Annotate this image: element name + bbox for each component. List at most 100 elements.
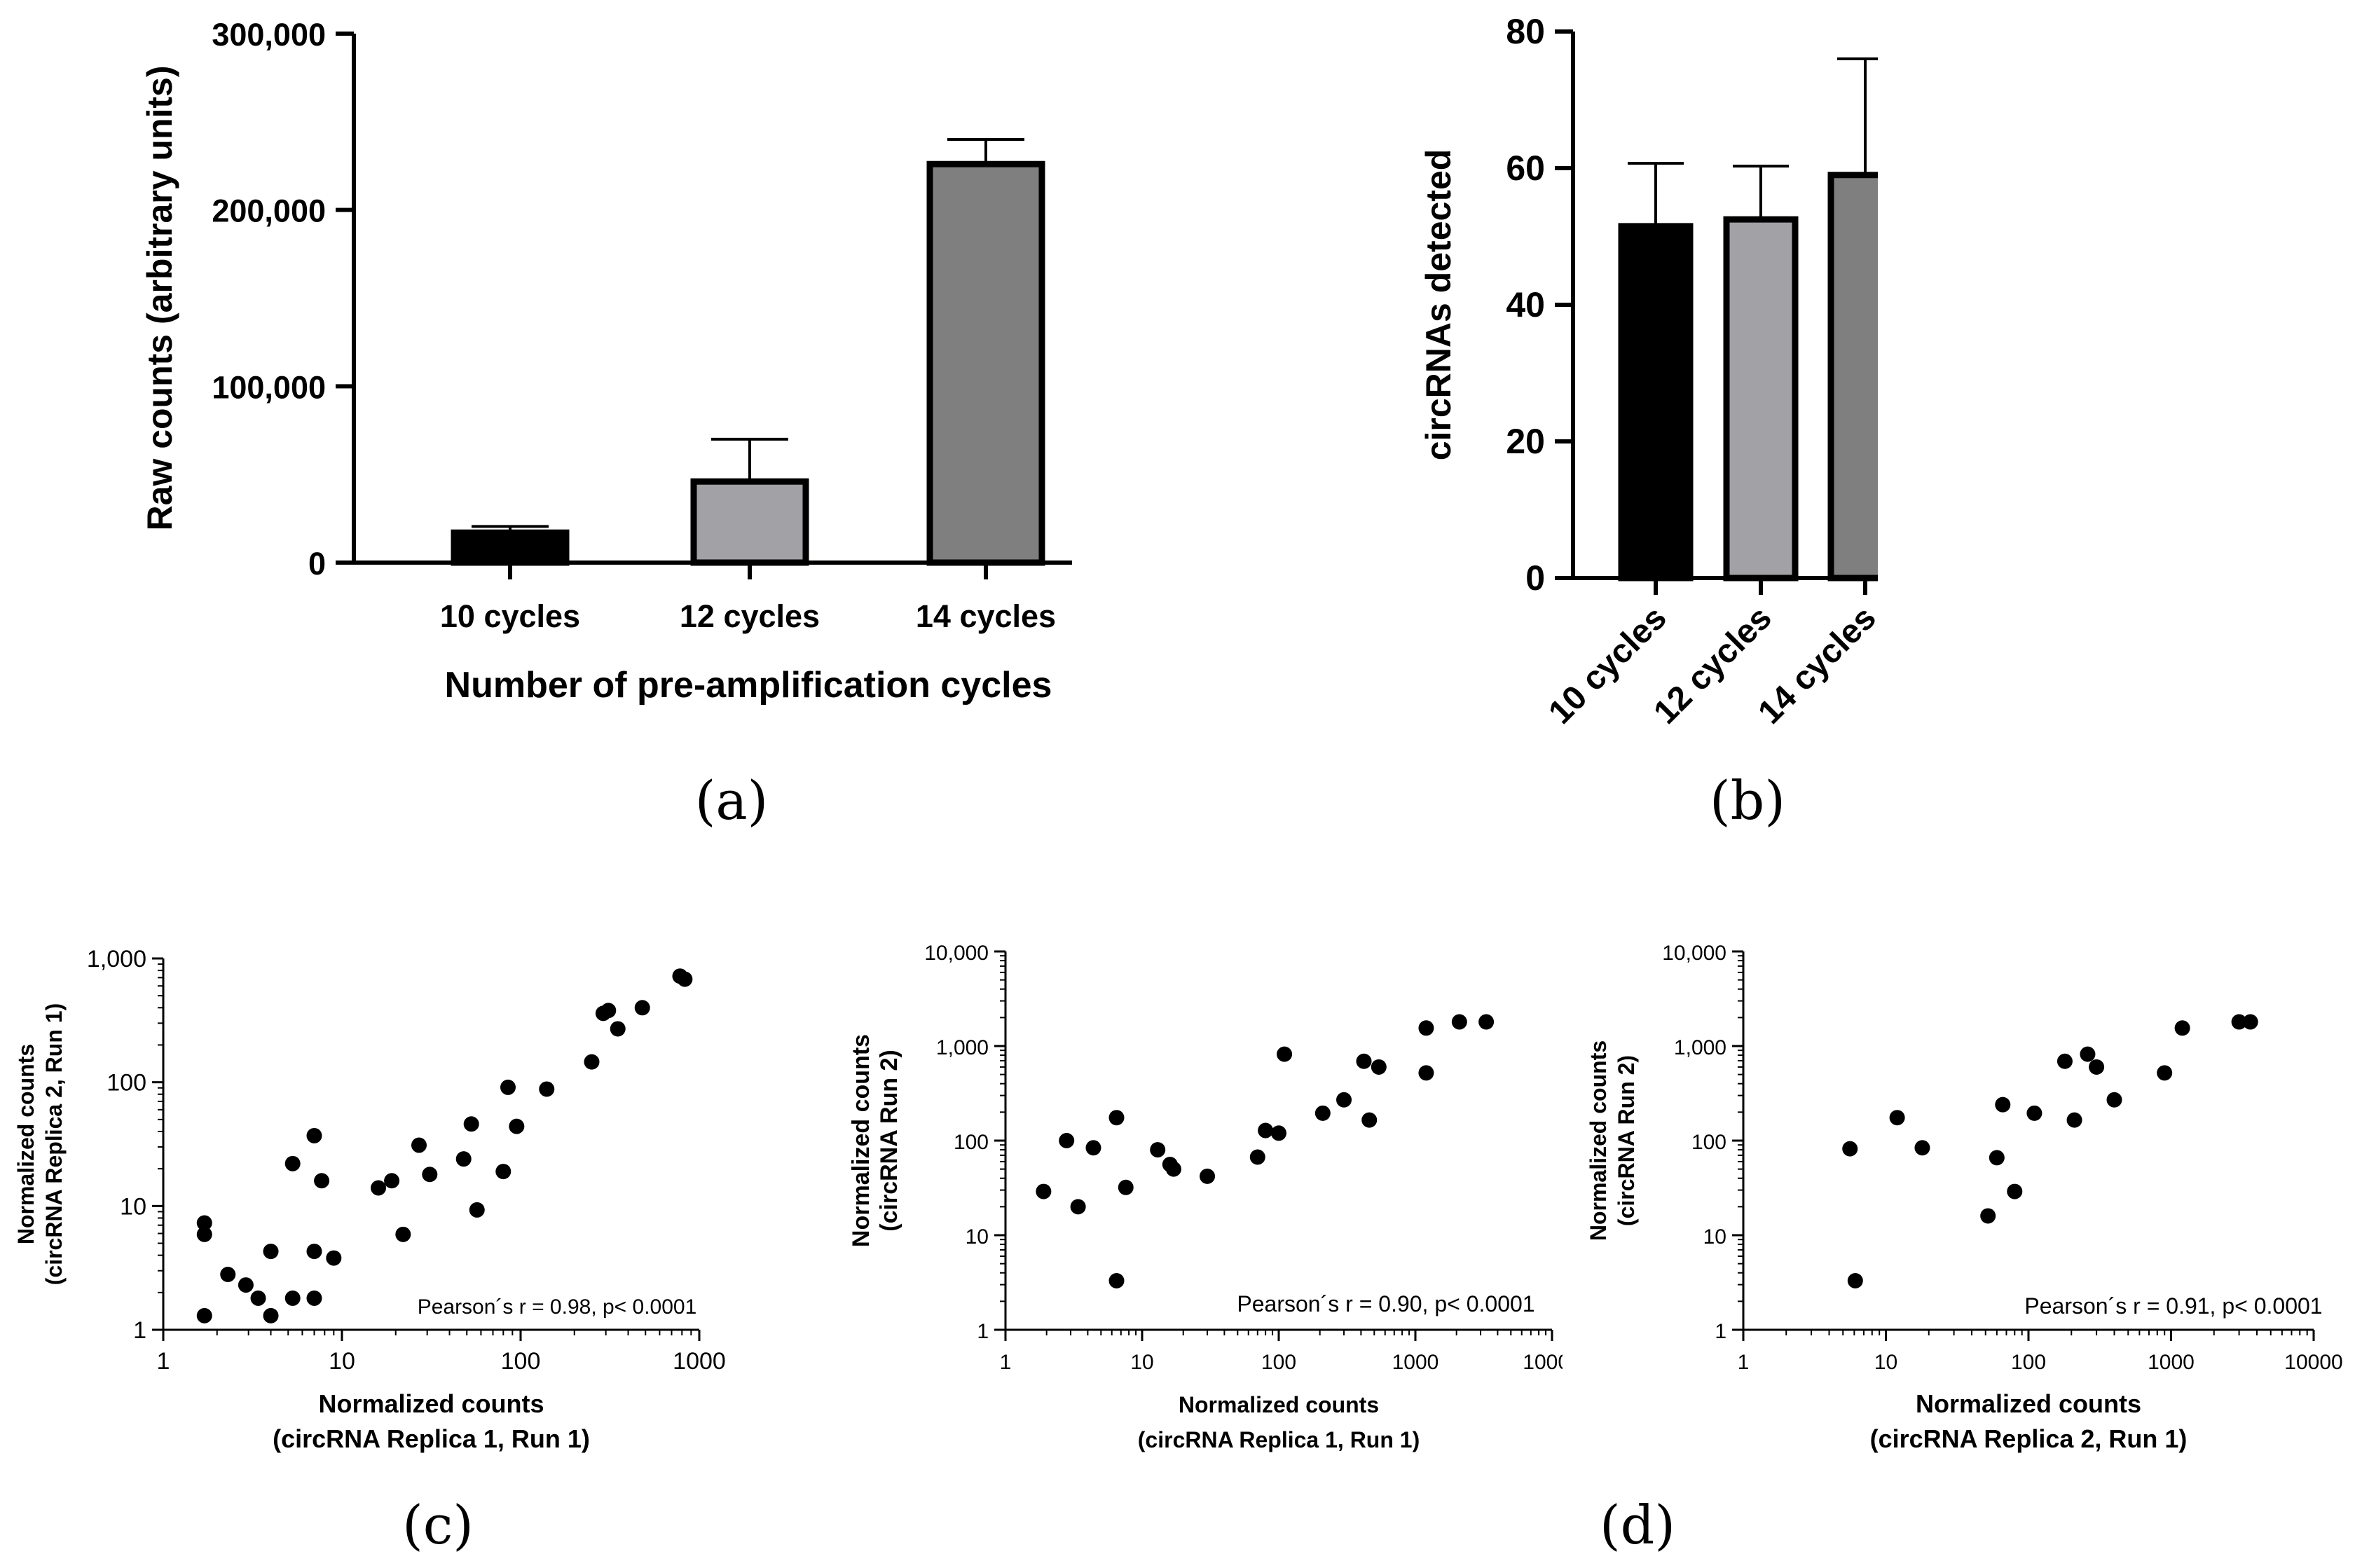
y-axis-title-line2: (circRNA Run 2) (876, 1050, 902, 1231)
data-point (2174, 1020, 2190, 1036)
panel-label-d: (d) (1600, 1494, 1675, 1556)
data-point (1478, 1014, 1495, 1030)
data-point (1847, 1273, 1863, 1289)
y-axis-title: Normalized counts (848, 1034, 874, 1247)
data-point (1165, 1161, 1181, 1177)
pearson-annotation: Pearson´s r = 0.90, p< 0.0001 (1237, 1291, 1534, 1316)
y-tick-label: 10 (966, 1225, 989, 1249)
x-tick-label: 100 (501, 1348, 541, 1375)
data-point (1989, 1150, 2005, 1166)
data-point (1995, 1096, 2011, 1113)
x-tick-label: 10000 (2284, 1351, 2342, 1374)
bar-12-cycles (690, 478, 809, 566)
data-point (2106, 1092, 2122, 1108)
data-point (371, 1180, 387, 1196)
data-point (584, 1054, 600, 1070)
data-point (1418, 1065, 1434, 1081)
x-tick-label: 1 (157, 1348, 170, 1375)
data-point (263, 1244, 279, 1260)
y-axis-title: Normalized counts (1586, 1040, 1611, 1241)
data-point (306, 1127, 322, 1143)
y-tick-label: 100 (954, 1131, 989, 1154)
data-point (196, 1307, 212, 1323)
panel-label-c: (c) (402, 1494, 474, 1556)
data-point (1314, 1105, 1331, 1121)
data-point (2026, 1105, 2042, 1121)
x-axis-title-line2: (circRNA Replica 1, Run 1) (273, 1424, 590, 1453)
data-point (1118, 1179, 1134, 1195)
bar-10-cycles (451, 529, 570, 566)
bar-14-cycles (1827, 172, 1878, 582)
y-axis-title-line2: (circRNA Run 2) (1614, 1055, 1639, 1226)
data-point (306, 1244, 322, 1260)
x-axis-title-line2: (circRNA Replica 1, Run 1) (1138, 1427, 1420, 1452)
data-point (1361, 1112, 1378, 1128)
data-point (2231, 1014, 2247, 1030)
x-tick-label: 12 cycles (680, 598, 820, 634)
x-tick-label: 10 cycles (440, 598, 580, 634)
data-point (539, 1081, 555, 1097)
data-point (1336, 1092, 1352, 1108)
data-point (677, 971, 693, 987)
pearson-annotation: Pearson´s r = 0.98, p< 0.0001 (418, 1295, 697, 1319)
y-tick-label: 100 (107, 1070, 146, 1096)
x-tick-label: 14 cycles (916, 598, 1056, 634)
y-tick-label: 1 (1715, 1320, 1726, 1343)
panel-label-b: (b) (1710, 769, 1785, 832)
y-tick-label: 1 (133, 1317, 146, 1344)
y-tick-label: 10,000 (924, 942, 989, 965)
x-tick-label: 100 (2011, 1351, 2046, 1374)
data-point (469, 1202, 485, 1218)
x-tick-label: 1000 (1392, 1351, 1439, 1374)
data-point (495, 1164, 511, 1180)
y-tick-label: 100 (1691, 1131, 1726, 1154)
data-point (1277, 1046, 1293, 1062)
chart-d2: 1 10 100 1000 10000 1 10 100 1,000 10,000 Pearson´… (1586, 942, 2343, 1453)
x-tick-label: 1 (1000, 1351, 1012, 1374)
chart-c: 1 10 100 1000 1 10 100 1,000 Pearson´s r = 0.98,… (13, 946, 726, 1453)
y-tick-label: 1,000 (936, 1036, 989, 1059)
y-tick-label: 40 (1506, 285, 1545, 324)
data-point (455, 1151, 472, 1167)
data-point (1271, 1125, 1286, 1141)
data-point (326, 1250, 342, 1266)
data-point (284, 1290, 301, 1306)
data-point (1108, 1273, 1125, 1289)
x-axis-title: Normalized counts (1179, 1392, 1379, 1417)
bar-10-cycles (1618, 223, 1694, 582)
data-point (1889, 1110, 1905, 1126)
y-axis-title: circRNAs detected (1419, 149, 1458, 461)
x-axis-title: Normalized counts (1916, 1389, 2141, 1418)
data-point (395, 1226, 411, 1242)
data-point (1356, 1053, 1372, 1069)
y-tick-label: 10 (120, 1193, 146, 1220)
data-point (1418, 1020, 1434, 1036)
data-point (1371, 1059, 1387, 1075)
x-tick-label: 10 (1874, 1351, 1897, 1374)
x-tick-label: 10000 (1523, 1351, 1563, 1374)
data-point (600, 1003, 617, 1019)
y-tick-label: 200,000 (212, 193, 326, 229)
y-tick-label: 20 (1506, 422, 1545, 461)
data-point (306, 1290, 322, 1306)
data-point (1258, 1122, 1274, 1139)
data-point (509, 1118, 525, 1134)
y-tick-label: 0 (1525, 558, 1545, 598)
data-point (1070, 1199, 1086, 1215)
y-tick-label: 10 (1703, 1225, 1726, 1249)
data-point (1980, 1208, 1996, 1224)
data-point (1842, 1141, 1858, 1157)
pearson-annotation: Pearson´s r = 0.91, p< 0.0001 (2024, 1293, 2322, 1319)
data-point (238, 1277, 254, 1293)
y-tick-label: 100,000 (212, 369, 326, 405)
data-point (196, 1215, 212, 1231)
chart-a: 0 100,000 200,000 300,000 10 cycles 12 cycles… (140, 17, 1072, 706)
data-point (422, 1167, 438, 1183)
data-point (284, 1155, 301, 1171)
data-point (1200, 1168, 1216, 1184)
data-point (2066, 1112, 2082, 1128)
data-point (2057, 1053, 2073, 1069)
x-tick-label: 1000 (2148, 1351, 2195, 1374)
data-point (1150, 1142, 1166, 1158)
chart-d1: 1 10 100 1000 10000 1 10 100 1,000 10,000 Pearson´… (848, 942, 1563, 1452)
